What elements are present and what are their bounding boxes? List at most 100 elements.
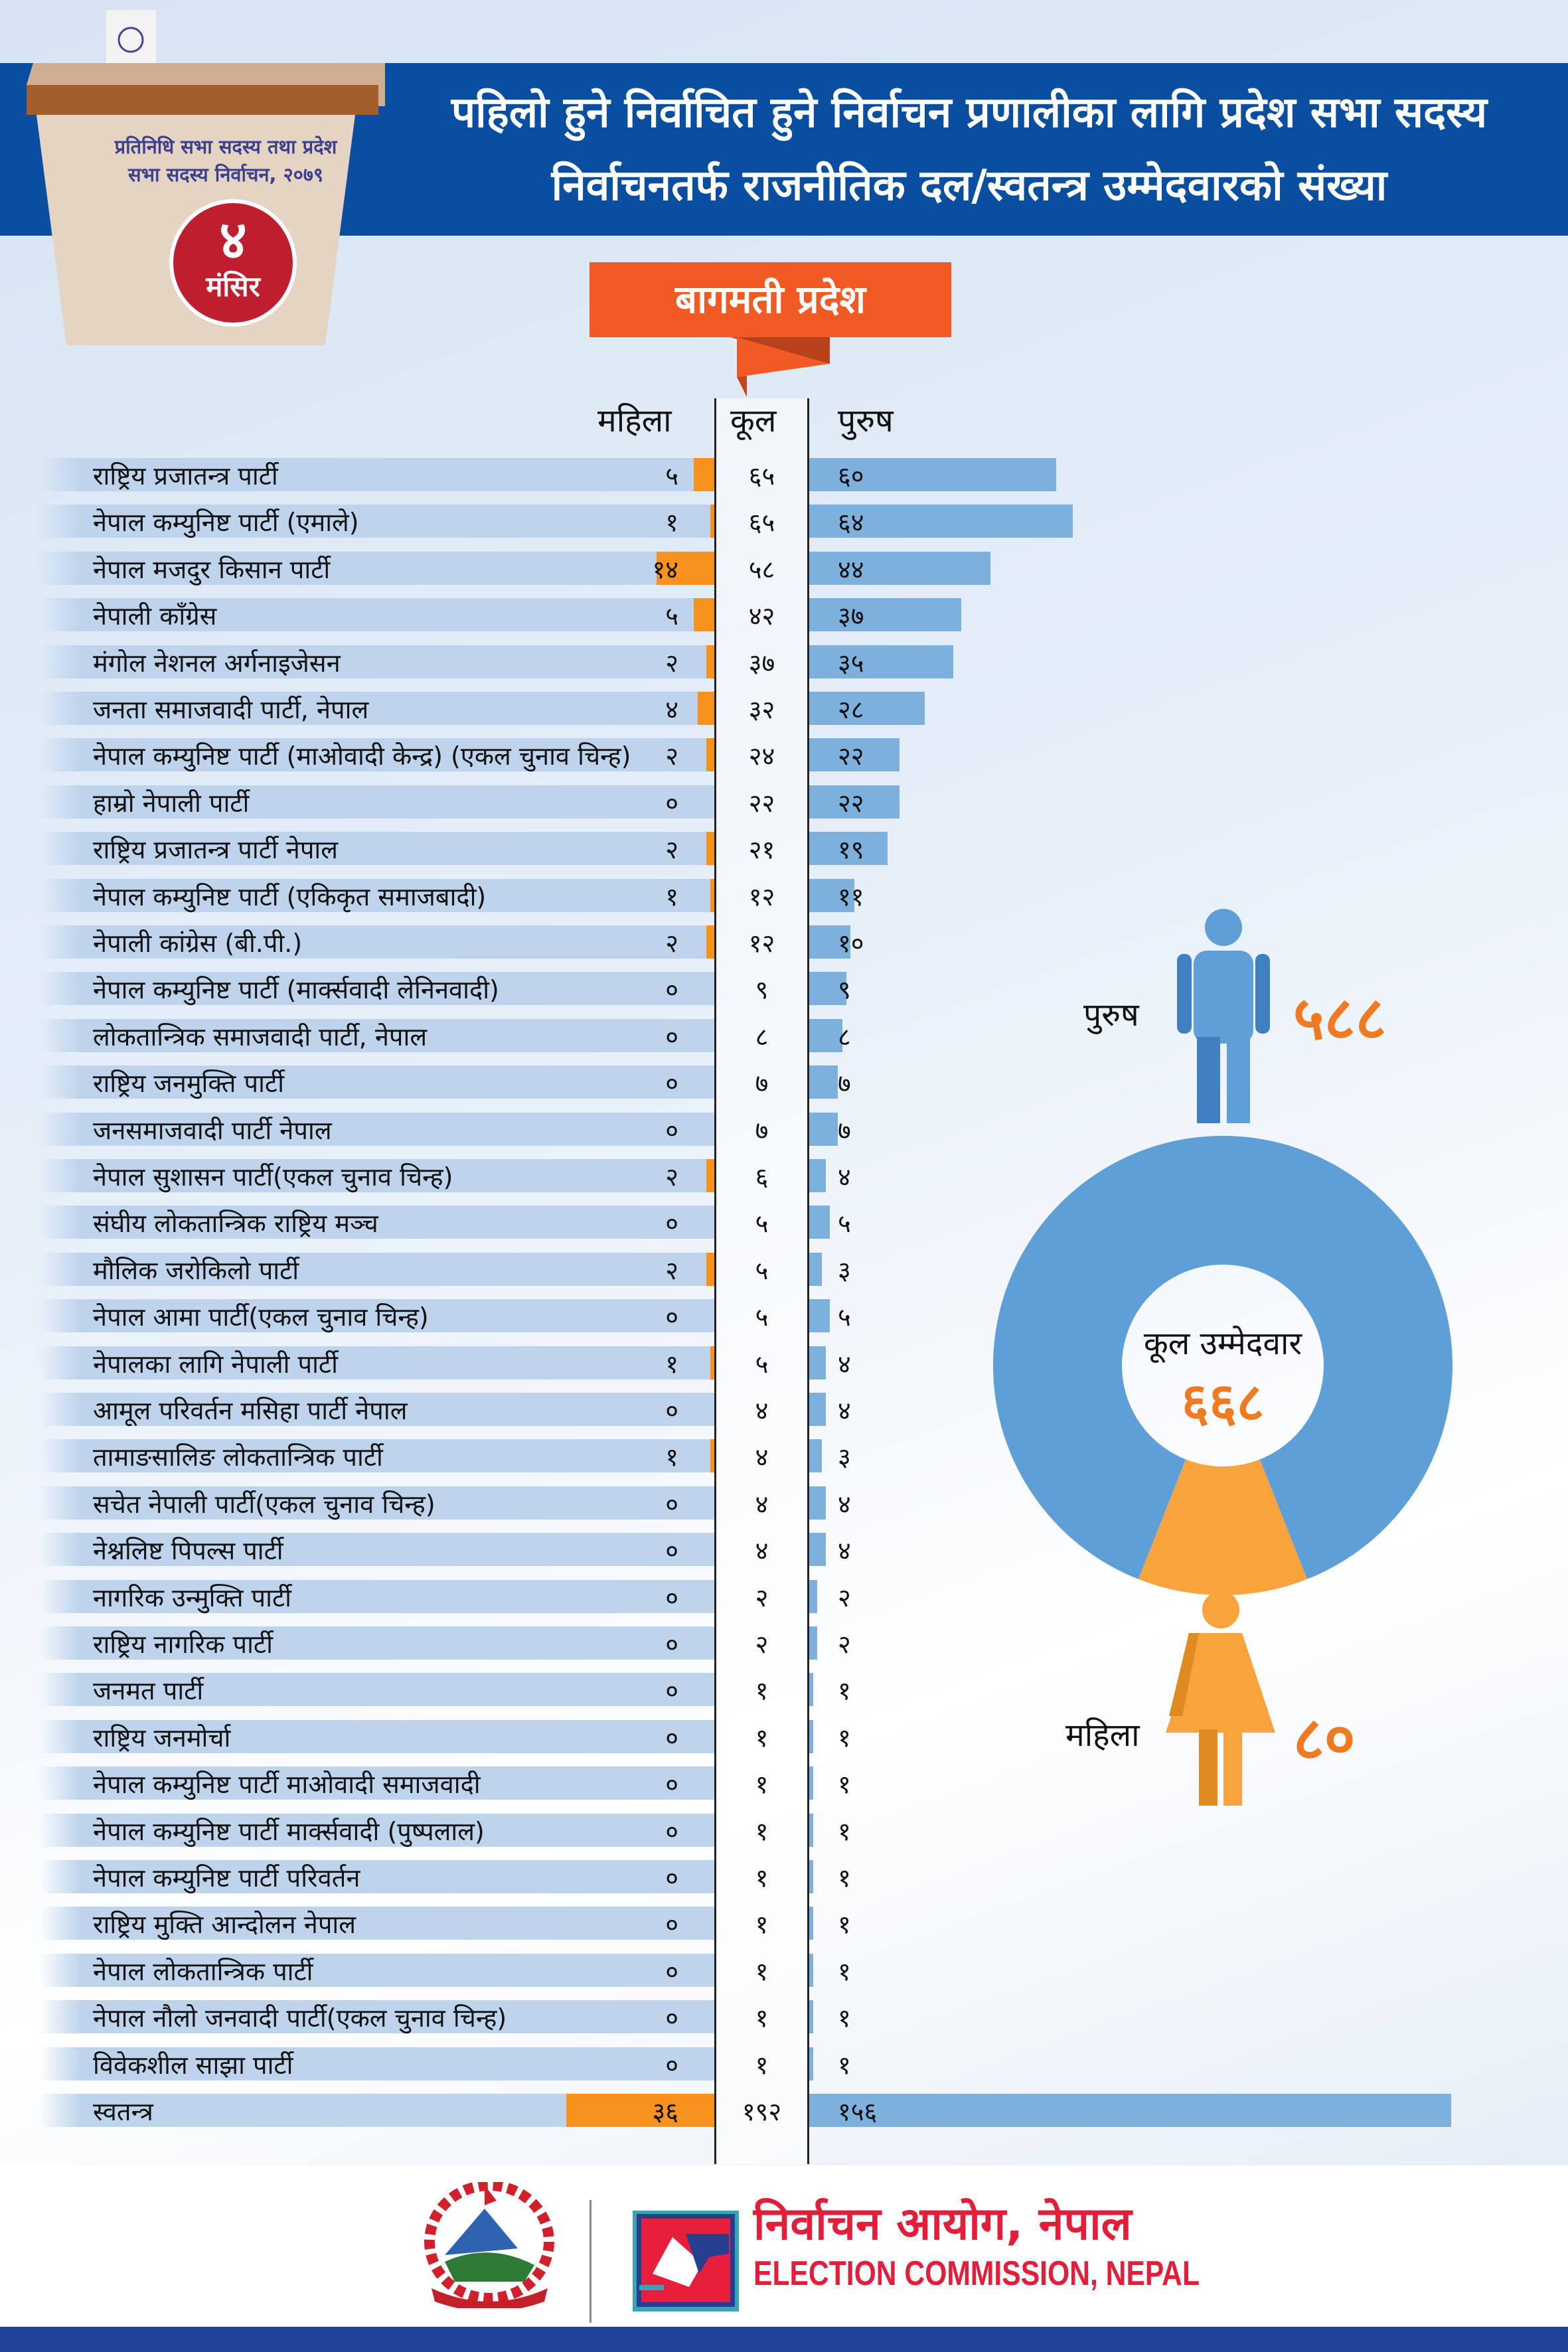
female-count: १ [665, 1349, 678, 1379]
party-name: नेपाल कम्युनिष्ट पार्टी (माओवादी केन्द्र… [93, 742, 631, 771]
party-name: नेपालका लागि नेपाली पार्टी [93, 1349, 338, 1379]
total-count: २ [755, 1583, 769, 1612]
total-count: १ [755, 1723, 769, 1753]
male-bar [809, 1018, 842, 1052]
male-count: ५ [838, 1302, 851, 1332]
date-month: मंसिर [206, 270, 260, 303]
male-bar [809, 1719, 814, 1753]
party-name: नेपाल कम्युनिष्ट पार्टी परिवर्तन [93, 1863, 360, 1893]
male-count: १ [838, 1723, 851, 1753]
female-bar [706, 645, 714, 678]
male-bar [809, 1533, 826, 1567]
total-count: ३७ [748, 648, 775, 678]
male-bar [809, 1112, 838, 1146]
female-count: ३६ [652, 2097, 678, 2126]
male-bar [809, 1393, 826, 1426]
table-row: आमूल परिवर्तन मसिहा पार्टी नेपाल ० ४ ४ [0, 1393, 1568, 1426]
party-name: जनता समाजवादी पार्टी, नेपाल [93, 695, 369, 724]
male-bar [809, 1626, 818, 1660]
male-bar [809, 692, 925, 725]
party-name: नेपाल सुशासन पार्टी(एकल चुनाव चिन्ह) [93, 1162, 453, 1192]
male-bar [809, 2094, 1452, 2127]
party-name: जनसमाजवादी पार्टी नेपाल [93, 1115, 332, 1145]
table-row: नेपाल मजदुर किसान पार्टी १४ ५८ ४४ [0, 551, 1568, 585]
party-bar-bg [40, 1018, 714, 1052]
total-count: ४२ [748, 601, 775, 631]
male-bar [809, 1252, 822, 1286]
female-count: ० [665, 1396, 678, 1425]
table-row: राष्ट्रिय प्रजातन्त्र पार्टी ५ ६५ ६० [0, 458, 1568, 491]
female-bar [694, 598, 714, 632]
party-name: नेपाल मजदुर किसान पार्टी [93, 554, 331, 584]
female-count: ० [665, 2050, 678, 2080]
female-bar [706, 832, 714, 866]
male-bar [809, 458, 1056, 491]
table-row: तामाङसालिङ लोकतान्त्रिक पार्टी १ ४ ३ [0, 1439, 1568, 1473]
female-bar [698, 692, 714, 725]
male-count: ४ [838, 1396, 851, 1425]
table-row: सचेत नेपाली पार्टी(एकल चुनाव चिन्ह) ० ४ ४ [0, 1486, 1568, 1520]
party-bar-bg [40, 505, 714, 538]
table-row: जनमत पार्टी ० १ १ [0, 1673, 1568, 1707]
male-column-header: पुरुष [838, 402, 894, 439]
party-name: विवेकशील साझा पार्टी [93, 2050, 293, 2080]
party-name: नेपाल कम्युनिष्ट पार्टी मार्क्सवादी (पुष… [93, 1816, 485, 1846]
party-bar-bg [40, 738, 714, 772]
donut-slice-male [993, 1136, 1452, 1579]
party-name: हाम्रो नेपाली पार्टी [93, 788, 250, 818]
total-column-bg [716, 398, 807, 2164]
male-count: ४ [838, 1162, 851, 1192]
election-name-line1: प्रतिनिधि सभा सदस्य तथा प्रदेश [114, 135, 337, 158]
male-label: पुरुष [1083, 996, 1139, 1034]
total-count: १ [755, 1863, 769, 1893]
female-count: ० [665, 1630, 678, 1659]
male-bar [809, 925, 850, 959]
divider-line [714, 398, 716, 2164]
female-bar [706, 738, 714, 772]
table-row: मंगोल नेशनल अर्गनाइजेसन २ ३७ ३५ [0, 645, 1568, 678]
party-bar-bg [40, 1673, 714, 1707]
table-row: मौलिक जरोकिलो पार्टी २ ५ ३ [0, 1252, 1568, 1286]
table-row: जनता समाजवादी पार्टी, नेपाल ४ ३२ २८ [0, 692, 1568, 725]
table-row: नेपाली काँग्रेस ५ ४२ ३७ [0, 598, 1568, 632]
party-bar-bg [40, 1159, 714, 1192]
female-count: १ [665, 508, 678, 538]
female-count: ० [665, 975, 678, 1005]
male-bar [809, 1346, 826, 1379]
female-count: ० [665, 1723, 678, 1753]
party-name: लोकतान्त्रिक समाजवादी पार्टी, नेपाल [93, 1022, 428, 1052]
party-bar-bg [40, 1766, 714, 1800]
total-count: १ [755, 1676, 769, 1706]
male-count: ११ [838, 882, 864, 911]
party-name: राष्ट्रिय प्रजातन्त्र पार्टी नेपाल [93, 835, 339, 865]
female-count: ० [665, 1536, 678, 1566]
total-count: १२ [748, 882, 775, 911]
female-count: ४ [665, 695, 678, 724]
gender-donut-chart [993, 1136, 1452, 1595]
party-bar-bg [40, 1626, 714, 1660]
male-count: २ [838, 1583, 851, 1612]
male-total: ५८८ [1293, 984, 1387, 1054]
total-count: १ [755, 1770, 769, 1800]
male-bar [809, 1579, 818, 1613]
nepal-emblem-logo [424, 2182, 554, 2308]
table-row: नेपाल कम्युनिष्ट पार्टी (एमाले) १ ६५ ६४ [0, 505, 1568, 538]
female-bar [710, 1439, 714, 1473]
female-count: ० [665, 1816, 678, 1846]
footer-divider [589, 2200, 591, 2323]
male-count: ८ [838, 1022, 851, 1052]
party-name: मौलिक जरोकिलो पार्टी [93, 1255, 299, 1285]
male-bar [809, 1813, 814, 1847]
table-row: जनसमाजवादी पार्टी नेपाल ० ७ ७ [0, 1112, 1568, 1146]
male-bar [809, 1159, 826, 1192]
total-count: ६५ [748, 461, 775, 491]
male-count: ३७ [838, 601, 864, 631]
party-bar-bg [40, 1112, 714, 1146]
party-name: नेपाल लोकतान्त्रिक पार्टी [93, 1956, 313, 1986]
male-count: ३५ [838, 648, 864, 678]
male-count: ६० [838, 461, 864, 491]
male-bar [809, 645, 953, 678]
party-name: जनमत पार्टी [93, 1676, 204, 1706]
party-bar-bg [40, 972, 714, 1006]
donut-center: कूल उम्मेदवार ६६८ [1090, 1321, 1356, 1437]
